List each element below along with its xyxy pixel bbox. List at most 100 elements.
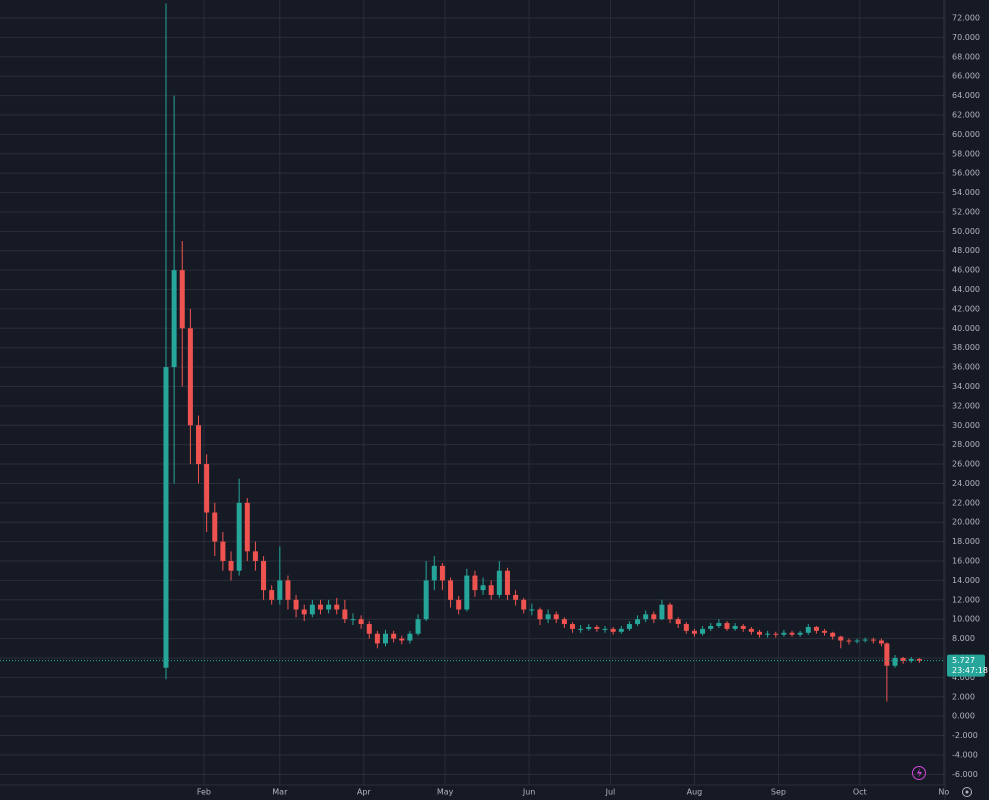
candle-body [496,570,502,595]
countdown-label: 23:47:18 [952,666,988,675]
lightning-icon[interactable] [912,766,926,780]
candle-body [269,590,275,600]
candle-body [358,619,364,625]
y-tick-label: 10.000 [952,615,980,624]
y-tick-label: 70.000 [952,33,980,42]
y-tick-label: 22.000 [952,498,980,507]
candle-body [204,464,210,513]
y-tick-label: 40.000 [952,324,980,333]
candle-body [228,561,234,571]
candle-body [691,630,697,634]
candle-body [252,551,258,562]
x-tick-label: Jul [605,788,616,797]
candle-body [431,565,437,581]
candle-body [383,633,389,644]
x-tick-label: Sep [771,788,786,797]
y-tick-label: 56.000 [952,169,980,178]
y-tick-label: 50.000 [952,227,980,236]
lightning-glyph [917,768,922,778]
candle-body [301,609,307,615]
y-tick-label: 0.000 [952,712,975,721]
candle-body [293,599,299,610]
y-tick-label: 24.000 [952,479,980,488]
y-tick-label: -6.000 [952,770,978,779]
candle-body [908,658,914,661]
candle-body [610,628,616,632]
candle-body [366,624,372,634]
candle-body [537,609,543,620]
candle-body [504,570,510,595]
x-tick-label: May [437,788,454,797]
candle-body [456,599,462,610]
candle-body [635,619,641,625]
candle-body [675,619,681,625]
y-tick-label: 66.000 [952,72,980,81]
y-tick-label: 12.000 [952,595,980,604]
candle-body [244,502,250,552]
candle-body [838,636,844,641]
candle-body [602,628,608,630]
candle-body [545,614,551,620]
candle-body [805,626,811,633]
y-tick-label: 54.000 [952,188,980,197]
candle-body [374,633,380,644]
last-price-label: 5.727 [952,656,975,665]
last-price-box [947,654,985,677]
candle-body [651,614,657,620]
y-tick-label: 52.000 [952,207,980,216]
candle-body [716,623,722,626]
y-tick-label: 14.000 [952,576,980,585]
candle-body [488,585,494,595]
y-tick-label: 18.000 [952,537,980,546]
candle-body [220,541,226,562]
y-tick-label: 58.000 [952,149,980,158]
y-tick-label: 20.000 [952,518,980,527]
candle-body [870,639,876,641]
candle-body [732,625,738,629]
y-tick-label: 72.000 [952,14,980,23]
candle-body [708,625,714,629]
candle-body [862,639,868,641]
x-tick-label: Aug [687,788,703,797]
candle-body [773,633,779,635]
candle-body [797,632,803,635]
candle-body [570,624,576,629]
candle-body [667,604,673,620]
candle-body [822,630,828,633]
candle-body [781,632,787,635]
candle-body [277,580,283,600]
settings-icon[interactable] [962,787,972,797]
y-tick-label: 4.000 [952,673,975,682]
candle-body [179,270,185,329]
y-tick-label: 48.000 [952,246,980,255]
y-tick-label: 8.000 [952,634,975,643]
candle-body [326,604,332,610]
candle-body [261,561,267,591]
candle-body [196,425,202,465]
candle-body [171,270,177,368]
candle-body [407,633,413,641]
candle-body [212,512,218,542]
candle-body [423,580,429,620]
candle-body [830,632,836,637]
candle-body [472,575,478,591]
y-tick-label: 62.000 [952,110,980,119]
candle-body [740,625,746,629]
candle-body [391,633,397,639]
y-tick-label: 32.000 [952,401,980,410]
y-tick-label: 16.000 [952,557,980,566]
candle-body [163,367,169,668]
x-tick-label: No [938,788,949,797]
candle-body [448,580,454,600]
candle-body [813,626,819,631]
candle-body [618,628,624,632]
candle-body [439,565,445,581]
candle-body [594,626,600,629]
candle-body [553,614,559,620]
candle-body [789,632,795,635]
candles [0,3,945,702]
y-tick-label: 36.000 [952,363,980,372]
candle-body [659,604,665,620]
